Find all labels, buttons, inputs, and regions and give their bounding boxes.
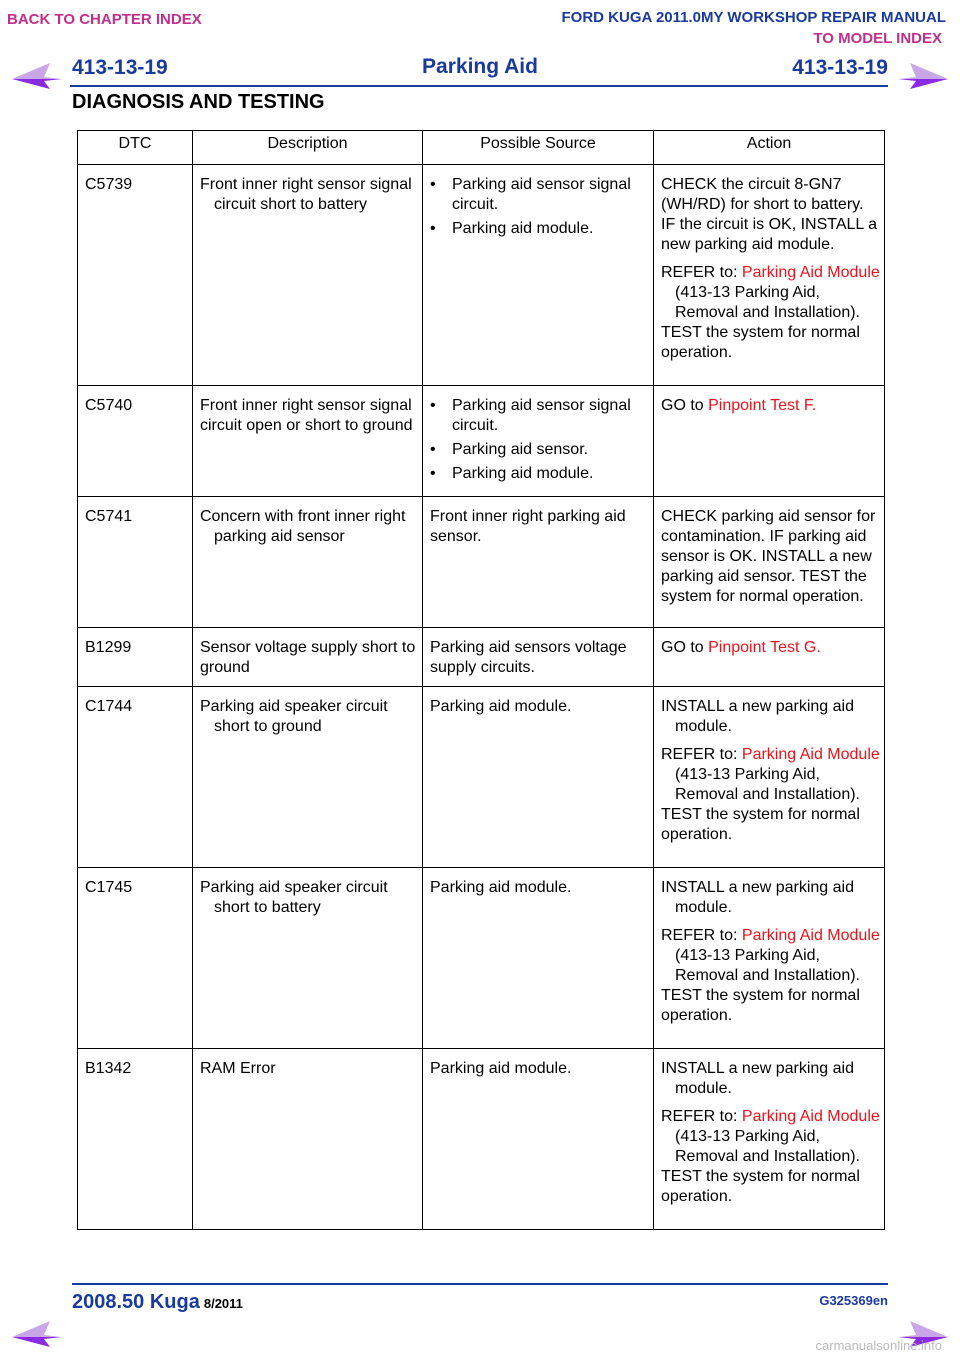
footer-date: 8/2011 xyxy=(203,1296,243,1311)
footer-divider xyxy=(72,1283,888,1285)
page-number-right: 413-13-19 xyxy=(792,56,888,79)
refer-text: REFER to: Parking Aid Module (413-13 Par… xyxy=(661,1108,880,1165)
dtc-code: C5740 xyxy=(77,385,193,497)
goto-text: GO to Pinpoint Test F. xyxy=(661,397,817,414)
goto-text: GO to Pinpoint Test G. xyxy=(661,639,821,656)
source-item: • Parking aid sensor. xyxy=(430,441,589,458)
table-row: B1342 RAM Error Parking aid module. INST… xyxy=(77,1048,885,1230)
next-page-arrow-icon[interactable] xyxy=(896,1315,950,1349)
dtc-table: DTC Description Possible Source Action C… xyxy=(77,130,885,1230)
action-text: INSTALL a new parking aid module. xyxy=(661,879,854,916)
source-item: • Parking aid module. xyxy=(430,465,594,482)
prev-page-arrow-icon[interactable] xyxy=(10,57,64,91)
dtc-code: C1744 xyxy=(77,686,193,868)
next-page-arrow-icon[interactable] xyxy=(896,57,950,91)
table-row: C5741 Concern with front inner right par… xyxy=(77,496,885,628)
dtc-code: C5741 xyxy=(77,496,193,628)
dtc-description: Concern with front inner right parking a… xyxy=(200,508,406,545)
page-number-left: 413-13-19 xyxy=(72,56,168,79)
back-to-chapter-index-link[interactable]: BACK TO CHAPTER INDEX xyxy=(7,11,202,28)
watermark-text: carmanualsonline.info xyxy=(815,1338,942,1353)
action-text: CHECK the circuit 8-GN7 (WH/RD) for shor… xyxy=(661,176,878,253)
table-row: B1299 Sensor voltage supply short to gro… xyxy=(77,627,885,687)
parking-aid-module-link[interactable]: Parking Aid Module xyxy=(741,1108,880,1125)
parking-aid-module-link[interactable]: Parking Aid Module xyxy=(741,927,880,944)
dtc-description: Sensor voltage supply short to ground xyxy=(200,639,416,676)
header-divider xyxy=(70,85,888,87)
dtc-code: B1299 xyxy=(77,627,193,687)
source-text: Parking aid module. xyxy=(430,698,572,715)
chapter-heading: DIAGNOSIS AND TESTING xyxy=(72,91,325,113)
source-text: Parking aid module. xyxy=(430,1060,572,1077)
table-row: C1745 Parking aid speaker circuit short … xyxy=(77,867,885,1049)
refer-text: REFER to: Parking Aid Module (413-13 Par… xyxy=(661,927,880,984)
dtc-description: Front inner right sensor signal circuit … xyxy=(200,176,412,213)
table-row: C5740 Front inner right sensor signal ci… xyxy=(77,385,885,497)
footer-model: 2008.50 Kuga 8/2011 xyxy=(72,1291,243,1313)
section-title: Parking Aid xyxy=(422,55,538,78)
table-row: C1744 Parking aid speaker circuit short … xyxy=(77,686,885,868)
parking-aid-module-link[interactable]: Parking Aid Module xyxy=(741,264,880,281)
dtc-description: Front inner right sensor signal circuit … xyxy=(200,397,413,434)
table-header-row: DTC Description Possible Source Action xyxy=(77,130,885,165)
dtc-code: C5739 xyxy=(77,164,193,386)
action-test-text: TEST the system for normal operation. xyxy=(661,806,860,843)
manual-title: FORD KUGA 2011.0MY WORKSHOP REPAIR MANUA… xyxy=(561,9,947,26)
dtc-description: Parking aid speaker circuit short to gro… xyxy=(200,698,388,735)
pinpoint-test-g-link[interactable]: Pinpoint Test G. xyxy=(708,639,821,656)
action-text: CHECK parking aid sensor for contaminati… xyxy=(661,508,876,605)
pinpoint-test-f-link[interactable]: Pinpoint Test F. xyxy=(708,397,817,414)
source-text: Parking aid sensors voltage supply circu… xyxy=(430,639,627,676)
dtc-code: C1745 xyxy=(77,867,193,1049)
dtc-description: RAM Error xyxy=(200,1060,276,1077)
prev-page-arrow-icon[interactable] xyxy=(10,1315,64,1349)
column-header-description: Description xyxy=(192,130,423,165)
source-text: Parking aid module. xyxy=(430,879,572,896)
dtc-code: B1342 xyxy=(77,1048,193,1230)
dtc-description: Parking aid speaker circuit short to bat… xyxy=(200,879,388,916)
parking-aid-module-link[interactable]: Parking Aid Module xyxy=(741,746,880,763)
action-text: INSTALL a new parking aid module. xyxy=(661,1060,854,1097)
action-test-text: TEST the system for normal operation. xyxy=(661,987,860,1024)
source-item: • Parking aid module. xyxy=(430,220,594,237)
footer-code: G325369en xyxy=(819,1293,888,1308)
column-header-dtc: DTC xyxy=(77,130,193,165)
column-header-action: Action xyxy=(653,130,885,165)
source-item: • Parking aid sensor signal circuit. xyxy=(430,176,631,213)
refer-text: REFER to: Parking Aid Module (413-13 Par… xyxy=(661,746,880,803)
source-item: • Parking aid sensor signal circuit. xyxy=(430,397,631,434)
refer-text: REFER to: Parking Aid Module (413-13 Par… xyxy=(661,264,880,321)
action-test-text: TEST the system for normal operation. xyxy=(661,1168,860,1205)
action-test-text: TEST the system for normal operation. xyxy=(661,324,860,361)
table-row: C5739 Front inner right sensor signal ci… xyxy=(77,164,885,386)
source-text: Front inner right parking aid sensor. xyxy=(430,508,626,545)
column-header-possible-source: Possible Source xyxy=(422,130,654,165)
action-text: INSTALL a new parking aid module. xyxy=(661,698,854,735)
to-model-index-link[interactable]: TO MODEL INDEX xyxy=(813,30,942,47)
